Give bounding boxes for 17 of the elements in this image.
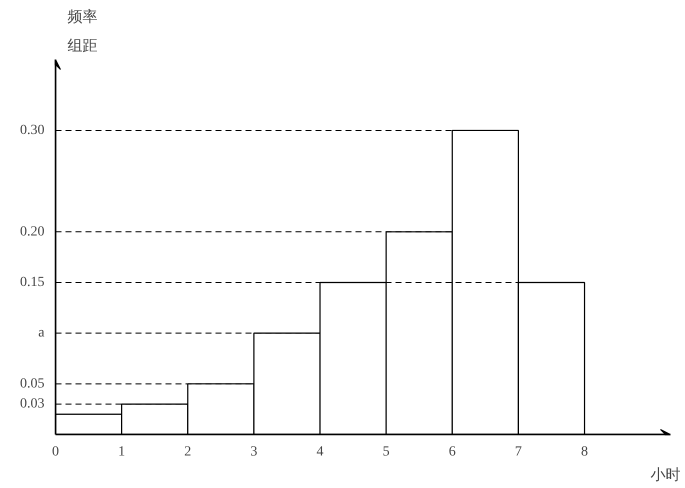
y-tick-label: 0.03: [20, 396, 44, 412]
x-tick-label: 6: [448, 444, 456, 460]
x-tick-label: 5: [382, 444, 390, 460]
x-axis-title: 小时: [650, 466, 680, 484]
x-tick-label: 1: [118, 444, 126, 460]
x-tick-label: 3: [250, 444, 258, 460]
x-tick-label: 7: [514, 444, 522, 460]
x-tick-label: 4: [316, 444, 324, 460]
x-tick-label: 2: [184, 444, 192, 460]
y-tick-label: 0.15: [20, 274, 44, 290]
x-tick-label: 8: [581, 444, 588, 460]
x-tick-label: 0: [52, 444, 59, 460]
y-tick-label: a: [38, 326, 46, 341]
y-tick-label: 0.05: [20, 376, 44, 392]
y-tick-label: 0.30: [20, 122, 44, 138]
y-axis-title: 频率组距: [68, 8, 98, 54]
y-tick-label: 0.20: [20, 224, 44, 240]
